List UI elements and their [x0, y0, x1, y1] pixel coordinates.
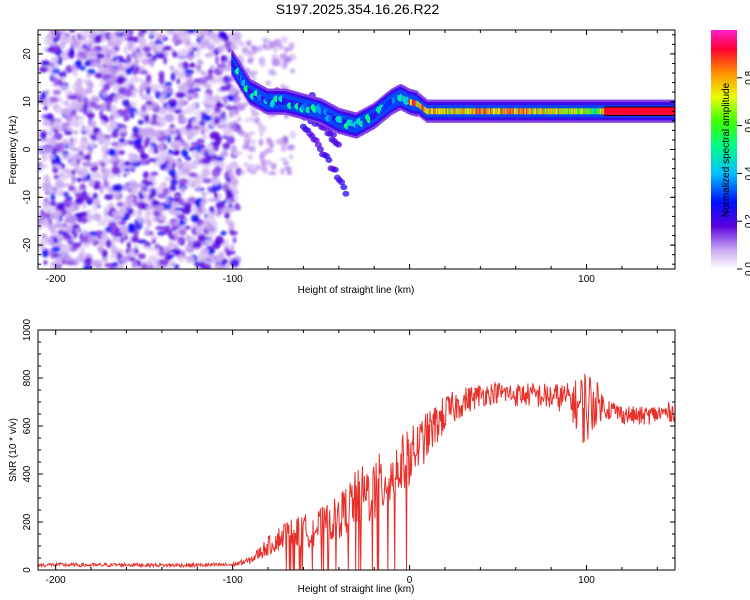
snr-plot-area [38, 373, 675, 570]
tail-band [604, 106, 675, 117]
chart-title: S197.2025.354.16.26.R22 [275, 1, 440, 17]
y-tick-label: 10 [22, 96, 33, 108]
x-tick-label: -200 [46, 274, 66, 285]
x-tick-label: -200 [46, 575, 66, 586]
x-tick-label: 100 [578, 575, 595, 586]
y-tick-label: -10 [22, 190, 33, 205]
main-ridge [231, 50, 675, 139]
colorbar-tick-label: 0.8 [744, 70, 750, 84]
colorbar-tick-label: 0.6 [744, 118, 750, 132]
colorbar-gradient [711, 30, 737, 269]
spectrogram-image [38, 30, 675, 269]
x-tick-label: -100 [223, 575, 243, 586]
colorbar-ticks: 0.0 0.2 0.4 0.6 0.8 [737, 70, 750, 276]
snr-xlabel: Height of straight line (km) [298, 584, 415, 595]
colorbar-tick-label: 0.4 [744, 166, 750, 180]
colorbar: 0.0 0.2 0.4 0.6 0.8 Normalized spectral ampl… [711, 30, 750, 276]
snr-ylabel: SNR (10 * v/v) [8, 418, 19, 482]
noise-blobs [38, 30, 297, 269]
y-tick-label: -20 [22, 237, 33, 252]
y-tick-label: 600 [22, 417, 33, 434]
colorbar-label: Normalized spectral amplitude [721, 82, 732, 217]
y-tick-label: 800 [22, 369, 33, 386]
y-tick-label: 0 [22, 146, 33, 152]
colorbar-tick-label: 0.2 [744, 214, 750, 228]
snr-series-line [38, 373, 675, 570]
spectrogram-ylabel: Frequency (Hz) [8, 116, 19, 185]
y-tick-label: 1000 [22, 318, 33, 341]
x-tick-label: -100 [223, 274, 243, 285]
snr-frame [37, 329, 676, 571]
x-tick-label: 0 [407, 575, 413, 586]
colorbar-tick-label: 0.0 [744, 262, 750, 276]
y-tick-label: 20 [22, 48, 33, 60]
y-tick-label: 200 [22, 513, 33, 530]
spectrogram-xlabel: Height of straight line (km) [298, 285, 415, 296]
y-tick-label: 400 [22, 465, 33, 482]
y-tick-label: 0 [22, 567, 33, 573]
x-tick-label: 100 [578, 274, 595, 285]
